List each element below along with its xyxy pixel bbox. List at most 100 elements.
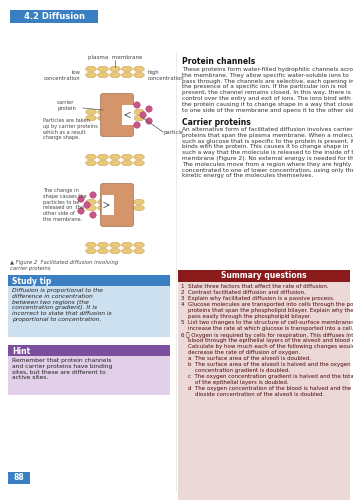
- Ellipse shape: [98, 72, 108, 78]
- Text: low
concentration: low concentration: [43, 70, 80, 81]
- Bar: [8, 286, 170, 337]
- Text: 2  Contrast facilitated diffusion and diffusion.: 2 Contrast facilitated diffusion and dif…: [181, 290, 306, 295]
- Bar: [8, 275, 170, 286]
- Ellipse shape: [98, 248, 108, 254]
- Ellipse shape: [86, 206, 96, 211]
- Ellipse shape: [98, 66, 108, 71]
- Ellipse shape: [134, 154, 144, 160]
- Bar: [178, 282, 350, 500]
- Text: 3  Explain why facilitated diffusion is a passive process.: 3 Explain why facilitated diffusion is a…: [181, 296, 335, 301]
- Ellipse shape: [122, 154, 132, 160]
- Text: These proteins form water-filled hydrophilic channels across
the membrane. They : These proteins form water-filled hydroph…: [182, 67, 353, 112]
- Ellipse shape: [122, 199, 132, 204]
- Ellipse shape: [122, 242, 132, 248]
- Text: Hint: Hint: [12, 346, 30, 356]
- Ellipse shape: [122, 206, 132, 211]
- Bar: [8, 472, 30, 484]
- Ellipse shape: [110, 199, 120, 204]
- Text: particle: particle: [163, 130, 183, 135]
- Ellipse shape: [110, 116, 120, 121]
- Ellipse shape: [134, 72, 144, 78]
- Text: high
concentration: high concentration: [148, 70, 185, 81]
- Ellipse shape: [122, 109, 132, 114]
- Ellipse shape: [86, 242, 96, 248]
- Text: Protein channels: Protein channels: [182, 57, 255, 66]
- Text: blood through the epithelial layers of the alveoli and blood capillaries.: blood through the epithelial layers of t…: [181, 338, 353, 343]
- Text: 5  List two changes to the structure of cell-surface membranes that would: 5 List two changes to the structure of c…: [181, 320, 353, 325]
- Ellipse shape: [98, 199, 108, 204]
- Text: Remember that protein channels
and carrier proteins have binding
sites, but thes: Remember that protein channels and carri…: [12, 358, 112, 380]
- Text: b  The surface area of the alveoli is halved and the oxygen: b The surface area of the alveoli is hal…: [181, 362, 351, 367]
- Ellipse shape: [110, 66, 120, 71]
- Ellipse shape: [122, 116, 132, 121]
- Ellipse shape: [86, 248, 96, 254]
- Text: pass easily through the phospholipid bilayer.: pass easily through the phospholipid bil…: [181, 314, 311, 319]
- Text: Study tip: Study tip: [12, 276, 52, 285]
- Bar: [102, 194, 114, 216]
- Text: 1  State three factors that affect the rate of diffusion.: 1 State three factors that affect the ra…: [181, 284, 329, 289]
- Bar: [8, 345, 170, 356]
- Ellipse shape: [86, 109, 96, 114]
- Ellipse shape: [98, 116, 108, 121]
- Circle shape: [134, 102, 140, 108]
- Ellipse shape: [110, 160, 120, 166]
- Ellipse shape: [122, 72, 132, 78]
- Ellipse shape: [98, 206, 108, 211]
- FancyBboxPatch shape: [101, 184, 133, 226]
- Ellipse shape: [86, 116, 96, 121]
- Circle shape: [78, 208, 84, 214]
- Ellipse shape: [134, 199, 144, 204]
- Ellipse shape: [110, 154, 120, 160]
- Text: a  The surface area of the alveoli is doubled.: a The surface area of the alveoli is dou…: [181, 356, 311, 361]
- Ellipse shape: [122, 248, 132, 254]
- Circle shape: [90, 192, 96, 198]
- Ellipse shape: [110, 206, 120, 211]
- Ellipse shape: [98, 242, 108, 248]
- Ellipse shape: [86, 154, 96, 160]
- Bar: [10, 10, 98, 23]
- Text: 4.2 Diffusion: 4.2 Diffusion: [24, 12, 84, 21]
- Text: 4  Glucose molecules are transported into cells through the pores in the: 4 Glucose molecules are transported into…: [181, 302, 353, 307]
- Text: increase the rate at which glucose is transported into a cell.: increase the rate at which glucose is tr…: [181, 326, 353, 331]
- Bar: [8, 356, 170, 395]
- Ellipse shape: [134, 242, 144, 248]
- Bar: [122, 104, 134, 126]
- Text: carrier
protein: carrier protein: [57, 100, 76, 111]
- Text: Carrier proteins: Carrier proteins: [182, 118, 251, 127]
- Ellipse shape: [134, 160, 144, 166]
- Ellipse shape: [98, 109, 108, 114]
- Text: Particles are taken
up by carrier proteins
which as a result
change shape.: Particles are taken up by carrier protei…: [43, 118, 98, 141]
- Text: Summary questions: Summary questions: [221, 272, 307, 280]
- Text: d  The oxygen concentration of the blood is halved and the carbon: d The oxygen concentration of the blood …: [181, 386, 353, 391]
- Ellipse shape: [110, 109, 120, 114]
- Circle shape: [140, 112, 146, 118]
- Text: Diffusion is proportional to the
difference in concentration
between two regions: Diffusion is proportional to the differe…: [12, 288, 112, 322]
- Ellipse shape: [134, 206, 144, 211]
- FancyBboxPatch shape: [101, 94, 133, 136]
- Text: dioxide concentration of the alveoli is doubled.: dioxide concentration of the alveoli is …: [181, 392, 324, 397]
- Ellipse shape: [98, 160, 108, 166]
- Text: The change in
shape causes the
particles to be
released on  the
other side of
th: The change in shape causes the particles…: [43, 188, 87, 222]
- Text: ▲ Figure 2  Facilitated diffusion involving
carrier proteins: ▲ Figure 2 Facilitated diffusion involvi…: [10, 260, 118, 271]
- Text: concentration gradient is doubled.: concentration gradient is doubled.: [181, 368, 290, 373]
- Ellipse shape: [86, 199, 96, 204]
- Text: decrease the rate of diffusion of oxygen.: decrease the rate of diffusion of oxygen…: [181, 350, 300, 355]
- Ellipse shape: [122, 160, 132, 166]
- Circle shape: [134, 122, 140, 128]
- Circle shape: [78, 196, 84, 202]
- Text: Calculate by how much each of the following changes would increase or: Calculate by how much each of the follow…: [181, 344, 353, 349]
- Ellipse shape: [134, 116, 144, 121]
- Text: 6 Ⓜ Oxygen is required by cells for respiration. This diffuses into the: 6 Ⓜ Oxygen is required by cells for resp…: [181, 332, 353, 338]
- Ellipse shape: [110, 248, 120, 254]
- Bar: [178, 270, 350, 282]
- Ellipse shape: [134, 109, 144, 114]
- Ellipse shape: [134, 66, 144, 71]
- Text: plasma  membrane: plasma membrane: [88, 55, 142, 60]
- Ellipse shape: [86, 66, 96, 71]
- Text: 88: 88: [14, 474, 24, 482]
- Text: c  The oxygen concentration gradient is halved and the total thickness: c The oxygen concentration gradient is h…: [181, 374, 353, 379]
- Text: proteins that span the phospholipid bilayer. Explain why they do not: proteins that span the phospholipid bila…: [181, 308, 353, 313]
- Circle shape: [146, 118, 152, 124]
- Text: An alternative form of facilitated diffusion involves carrier
proteins that span: An alternative form of facilitated diffu…: [182, 127, 353, 178]
- Ellipse shape: [98, 154, 108, 160]
